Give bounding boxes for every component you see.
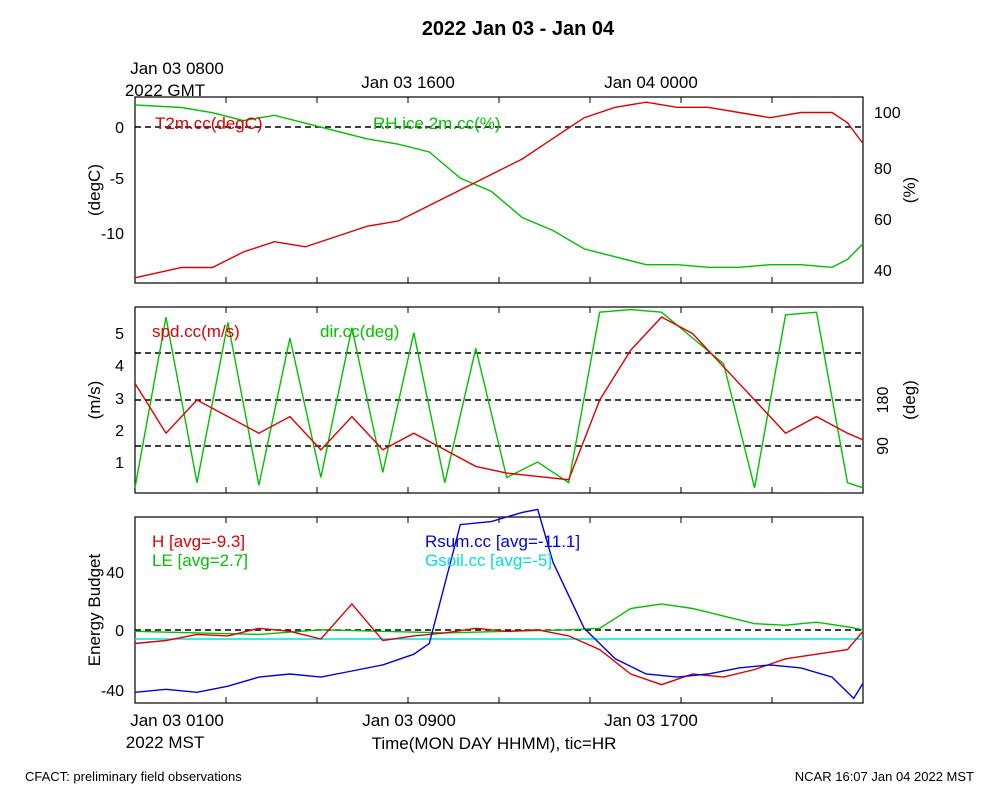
- wind-direction-series-line: [134, 308, 864, 489]
- wind-speed-series-line: [134, 316, 864, 481]
- bottom-tick-label-1: Jan 03 0100: [130, 711, 224, 730]
- panel-wind: 1 2 3 4 5 90 180 (m/s) (deg) spd.cc(m/s)…: [85, 306, 919, 494]
- legend-rsum: Rsum.cc [avg=-11.1]: [425, 532, 580, 551]
- top-tick-label-3: Jan 04 0000: [604, 73, 698, 92]
- legend-gsoil: Gsoil.cc [avg=-5]: [425, 551, 552, 570]
- panel-1-ytick-left-3: 0: [115, 120, 124, 137]
- rh-series-line: [134, 104, 864, 269]
- footer-right: NCAR 16:07 Jan 04 2022 MST: [795, 769, 974, 784]
- panel-1-ytick-right-4: 100: [874, 105, 901, 122]
- panel-3-ticks: [134, 517, 864, 703]
- panel-2-ticks: [134, 307, 864, 493]
- le-series-line: [134, 603, 864, 636]
- panel-1-ylabel-right: (%): [900, 177, 919, 203]
- panel-2-ytick-left-4: 4: [115, 358, 124, 375]
- temperature-series-line: [134, 101, 864, 279]
- legend-temperature: T2m.cc(degC): [155, 114, 263, 133]
- chart-title: 2022 Jan 03 - Jan 04: [422, 18, 615, 40]
- legend-h: H [avg=-9.3]: [152, 532, 245, 551]
- footer-left: CFACT: preliminary field observations: [25, 769, 242, 784]
- legend-wind-speed: spd.cc(m/s): [152, 322, 240, 341]
- x-axis-label: Time(MON DAY HHMM), tic=HR: [372, 734, 617, 753]
- top-tick-label-1: Jan 03 0800: [130, 59, 224, 78]
- panel-1-ytick-left-1: -10: [101, 226, 124, 243]
- panel-2-ylabel-left: (m/s): [85, 381, 104, 420]
- bottom-year-label: 2022 MST: [126, 733, 204, 752]
- top-tick-label-2: Jan 03 1600: [361, 73, 455, 92]
- panel-1-ytick-left-2: -5: [110, 171, 124, 188]
- panel-2-ylabel-right: (deg): [900, 380, 919, 420]
- panel-1-ylabel-left: (degC): [85, 164, 104, 216]
- panel-2-ytick-right-2: 180: [875, 387, 892, 414]
- panel-1-ytick-right-3: 80: [874, 161, 892, 178]
- panel-2-ytick-left-1: 1: [115, 455, 124, 472]
- panel-2-ytick-left-5: 5: [115, 326, 124, 343]
- rsum-series-line: [134, 508, 864, 700]
- bottom-tick-label-2: Jan 03 0900: [362, 711, 456, 730]
- panel-1-ticks: [134, 97, 864, 283]
- bottom-tick-label-3: Jan 03 1700: [604, 711, 698, 730]
- panel-2-ytick-right-1: 90: [875, 437, 892, 455]
- panel-3-ytick-2: 0: [115, 623, 124, 640]
- panel-3-ylabel: Energy Budget: [85, 553, 104, 666]
- legend-rh: RH.ice.2m.cc(%): [373, 114, 501, 133]
- panel-3-ytick-1: -40: [101, 683, 124, 700]
- top-year-label: 2022 GMT: [125, 81, 205, 100]
- panel-2-ytick-left-2: 2: [115, 423, 124, 440]
- h-series-line: [134, 602, 864, 686]
- panel-energy-budget: -40 0 40 Energy Budget H [avg=-9.3] LE […: [85, 508, 864, 704]
- panel-1-ytick-right-1: 40: [874, 263, 892, 280]
- panel-3-ytick-3: 40: [106, 565, 124, 582]
- legend-wind-direction: dir.cc(deg): [320, 322, 399, 341]
- panel-1-ytick-right-2: 60: [874, 212, 892, 229]
- panel-2-ytick-left-3: 3: [115, 391, 124, 408]
- panel-temperature-humidity: -10 -5 0 40 60 80 100 (degC) (%) T2m.cc(…: [85, 96, 919, 284]
- legend-le: LE [avg=2.7]: [152, 551, 248, 570]
